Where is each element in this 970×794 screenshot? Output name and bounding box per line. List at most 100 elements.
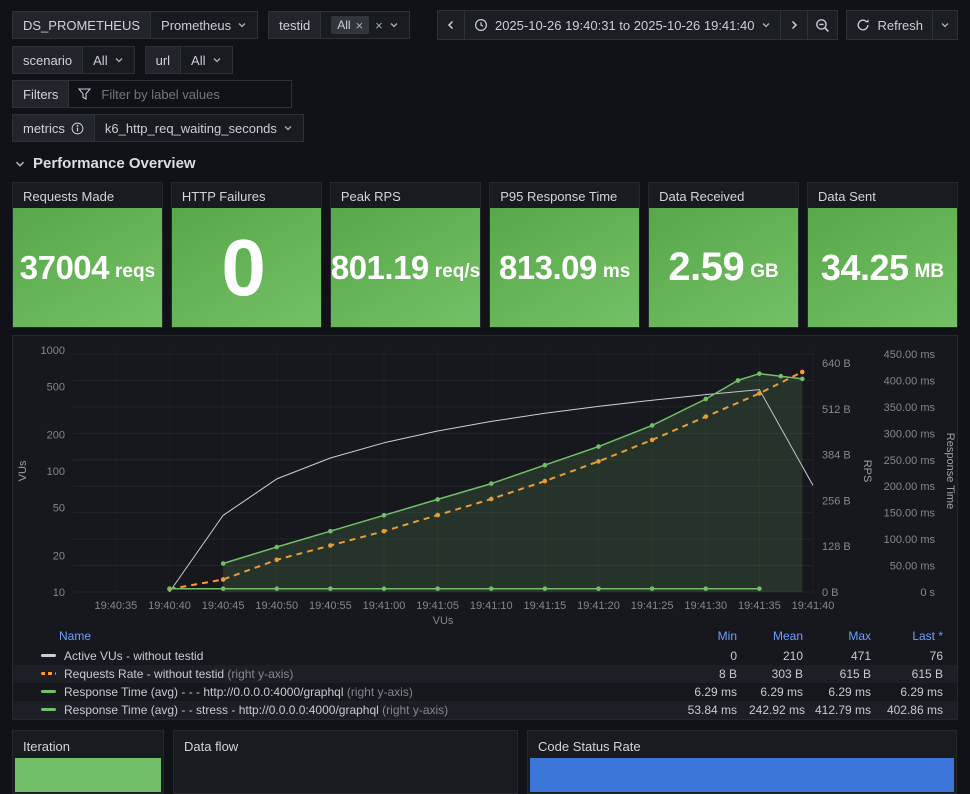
svg-text:100.00 ms: 100.00 ms xyxy=(884,534,936,546)
panel-title: Peak RPS xyxy=(340,189,401,204)
series-name[interactable]: Response Time (avg) - - stress - http://… xyxy=(64,703,379,717)
clear-selection-icon[interactable]: × xyxy=(375,17,383,33)
adhoc-filters: Filters xyxy=(12,80,293,108)
series-max: 412.79 ms xyxy=(815,703,872,717)
series-mean: 303 B xyxy=(771,667,803,681)
panel-title: Data Received xyxy=(659,189,745,204)
series-min: 0 xyxy=(730,649,737,663)
svg-text:450.00 ms: 450.00 ms xyxy=(884,349,936,361)
legend-header-row: Name Min Mean Max Last * xyxy=(13,626,957,647)
stat-value-area: 34.25 MB xyxy=(808,208,957,327)
svg-text:VUs: VUs xyxy=(433,615,454,626)
time-range-text: 2025-10-26 19:40:31 to 2025-10-26 19:41:… xyxy=(494,17,755,33)
svg-text:19:41:20: 19:41:20 xyxy=(577,600,620,612)
url-value: All xyxy=(191,52,206,68)
svg-text:19:41:40: 19:41:40 xyxy=(792,600,835,612)
stat-value: 801.19 xyxy=(330,248,429,286)
datasource-value: Prometheus xyxy=(161,17,232,33)
refresh-button[interactable]: Refresh xyxy=(846,10,933,40)
legend-row[interactable]: Requests Rate - without testid (right y-… xyxy=(13,665,957,683)
datasource-label: DS_PROMETHEUS xyxy=(12,11,152,39)
stat-value: 0 xyxy=(221,222,266,312)
stat-http-failures[interactable]: HTTP Failures 0 xyxy=(170,182,322,328)
scenario-filter: scenario All xyxy=(12,46,135,74)
series-min: 6.29 ms xyxy=(694,685,737,699)
datasource-picker: DS_PROMETHEUS Prometheus xyxy=(12,11,259,39)
metrics-label-text: metrics xyxy=(23,120,65,136)
url-label: url xyxy=(144,46,182,74)
remove-tag-icon[interactable]: × xyxy=(355,17,364,33)
timeseries-chart[interactable]: 10 20 50 100 200 500 1000 0 B 128 B 256 B 384 B 512… xyxy=(13,338,955,626)
testid-select[interactable]: All × × xyxy=(320,11,410,39)
stat-data-received[interactable]: Data Received 2.59 GB xyxy=(648,182,800,328)
scenario-value: All xyxy=(93,52,108,68)
series-last: 76 xyxy=(929,649,943,663)
filter-input[interactable] xyxy=(99,85,283,103)
metrics-select[interactable]: k6_http_req_waiting_seconds xyxy=(93,114,304,142)
series-max: 6.29 ms xyxy=(828,685,871,699)
series-color-swatch xyxy=(41,707,56,711)
time-controls: 2025-10-26 19:40:31 to 2025-10-26 19:41:… xyxy=(436,10,958,40)
panel-code-status-rate[interactable]: Code Status Rate xyxy=(527,730,957,794)
stat-p95-response-time[interactable]: P95 Response Time 813.09 ms xyxy=(489,182,641,328)
series-name[interactable]: Requests Rate - without testid xyxy=(64,667,225,681)
section-performance-overview[interactable]: Performance Overview xyxy=(14,155,958,172)
svg-text:19:40:55: 19:40:55 xyxy=(309,600,352,612)
testid-value-tag[interactable]: All × xyxy=(331,16,370,34)
svg-text:19:41:35: 19:41:35 xyxy=(738,600,781,612)
svg-text:640 B: 640 B xyxy=(822,358,851,370)
time-back-button[interactable] xyxy=(436,10,465,40)
datasource-select[interactable]: Prometheus xyxy=(150,11,259,39)
legend-col-name[interactable]: Name xyxy=(59,629,92,643)
legend-col-last[interactable]: Last * xyxy=(912,629,943,643)
series-max: 615 B xyxy=(839,667,871,681)
time-range-button[interactable]: 2025-10-26 19:40:31 to 2025-10-26 19:41:… xyxy=(463,10,782,40)
url-filter: url All xyxy=(144,46,233,74)
stat-data-sent[interactable]: Data Sent 34.25 MB xyxy=(807,182,958,328)
testid-filter: testid All × × xyxy=(268,11,410,39)
svg-text:19:41:30: 19:41:30 xyxy=(684,600,727,612)
svg-text:0 s: 0 s xyxy=(920,587,935,599)
svg-text:100: 100 xyxy=(47,466,65,478)
panel-title: Requests Made xyxy=(23,189,115,204)
series-name[interactable]: Response Time (avg) - - - http://0.0.0.0… xyxy=(64,685,344,699)
legend-col-min[interactable]: Min xyxy=(717,629,737,643)
chevron-down-icon xyxy=(761,20,771,30)
legend-col-max[interactable]: Max xyxy=(848,629,871,643)
svg-text:512 B: 512 B xyxy=(822,404,851,416)
toolbar-row-1: DS_PROMETHEUS Prometheus testid All × × … xyxy=(12,10,958,40)
stat-unit: req/s xyxy=(434,260,481,282)
scenario-select[interactable]: All xyxy=(82,46,135,74)
series-last: 402.86 ms xyxy=(886,703,943,717)
svg-text:250.00 ms: 250.00 ms xyxy=(884,455,936,467)
series-name[interactable]: Active VUs - without testid xyxy=(64,649,204,663)
legend-row[interactable]: Response Time (avg) - - - http://0.0.0.0… xyxy=(13,683,957,701)
stat-value-area: 37004 reqs xyxy=(13,208,162,327)
legend-col-mean[interactable]: Mean xyxy=(772,629,803,643)
svg-text:50.00 ms: 50.00 ms xyxy=(890,561,936,573)
panel-title: HTTP Failures xyxy=(181,189,266,204)
time-forward-button[interactable] xyxy=(780,10,809,40)
svg-text:150.00 ms: 150.00 ms xyxy=(884,508,936,520)
stat-requests-made[interactable]: Requests Made 37004 reqs xyxy=(12,182,163,328)
iteration-bar xyxy=(15,758,161,792)
series-max: 471 xyxy=(850,649,871,663)
series-color-swatch xyxy=(41,671,56,675)
zoom-out-button[interactable] xyxy=(807,10,839,40)
series-color-swatch xyxy=(41,653,56,657)
legend-row[interactable]: Active VUs - without testid 0 210 471 76 xyxy=(13,647,957,665)
stat-value-area: 801.19 req/s xyxy=(330,208,481,327)
metrics-label: metrics xyxy=(12,114,95,142)
legend-row[interactable]: Response Time (avg) - - stress - http://… xyxy=(13,701,957,719)
url-select[interactable]: All xyxy=(180,46,233,74)
series-axis-note: (right y-axis) xyxy=(227,667,294,681)
stat-peak-rps[interactable]: Peak RPS 801.19 req/s xyxy=(329,182,482,328)
chevron-down-icon xyxy=(114,55,124,65)
refresh-interval-button[interactable] xyxy=(932,10,958,40)
series-axis-note: (right y-axis) xyxy=(382,703,449,717)
info-icon[interactable] xyxy=(71,122,84,135)
stat-unit: ms xyxy=(602,260,631,282)
svg-text:1000: 1000 xyxy=(41,345,65,357)
panel-data-flow[interactable]: Data flow xyxy=(173,730,518,794)
panel-iteration[interactable]: Iteration xyxy=(12,730,164,794)
